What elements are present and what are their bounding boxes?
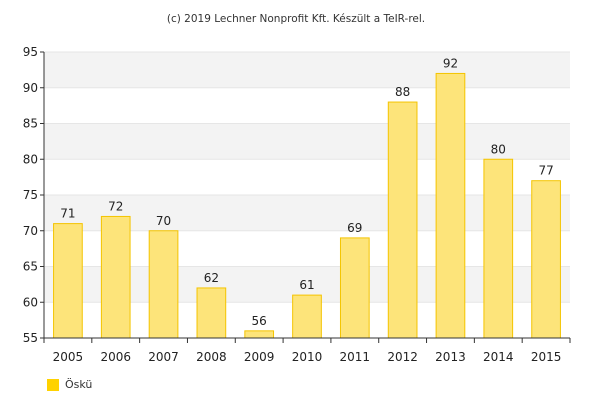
data-label: 80 [491, 142, 506, 156]
x-tick-label: 2005 [53, 350, 84, 364]
x-tick-label: 2007 [148, 350, 179, 364]
bar [292, 294, 322, 339]
x-tick-label: 2012 [387, 350, 418, 364]
y-tick-label: 90 [23, 81, 38, 95]
bar [148, 230, 179, 339]
data-label: 56 [252, 314, 267, 328]
x-tick-label: 2013 [435, 350, 466, 364]
chart-title: (c) 2019 Lechner Nonprofit Kft. Készült … [166, 13, 426, 25]
bar [531, 180, 561, 339]
y-tick-label: 55 [23, 331, 38, 345]
data-label: 77 [538, 164, 553, 178]
y-tick-label: 65 [23, 260, 38, 274]
data-label: 69 [347, 221, 362, 235]
bar [244, 330, 275, 339]
bar [483, 158, 514, 339]
x-tick-label: 2009 [244, 350, 275, 364]
data-label: 88 [395, 85, 410, 99]
grid-band [44, 52, 570, 88]
data-label: 71 [60, 207, 75, 221]
y-tick-label: 80 [23, 152, 38, 166]
grid-band [44, 195, 570, 231]
x-tick-label: 2015 [531, 350, 562, 364]
data-label: 61 [299, 278, 314, 292]
legend: Öskü [47, 378, 92, 391]
y-tick-label: 95 [23, 45, 38, 59]
x-tick-label: 2011 [340, 350, 371, 364]
y-tick-label: 70 [23, 224, 38, 238]
y-tick-label: 60 [23, 295, 38, 309]
data-label: 70 [156, 214, 171, 228]
bar [196, 287, 227, 339]
x-tick-label: 2014 [483, 350, 514, 364]
x-tick-label: 2006 [100, 350, 131, 364]
legend-swatch [47, 378, 59, 391]
bar [435, 72, 466, 339]
grid-band [44, 123, 570, 160]
data-label: 92 [443, 56, 458, 70]
bar [100, 215, 131, 339]
x-tick-label: 2008 [196, 350, 227, 364]
legend-label: Öskü [65, 378, 93, 391]
data-label: 72 [108, 199, 123, 213]
bar [339, 237, 370, 339]
y-tick-label: 85 [23, 117, 38, 131]
bar [53, 223, 83, 339]
data-label: 62 [204, 271, 219, 285]
x-tick-label: 2010 [292, 350, 323, 364]
y-tick-label: 75 [23, 188, 38, 202]
bar [387, 101, 418, 339]
